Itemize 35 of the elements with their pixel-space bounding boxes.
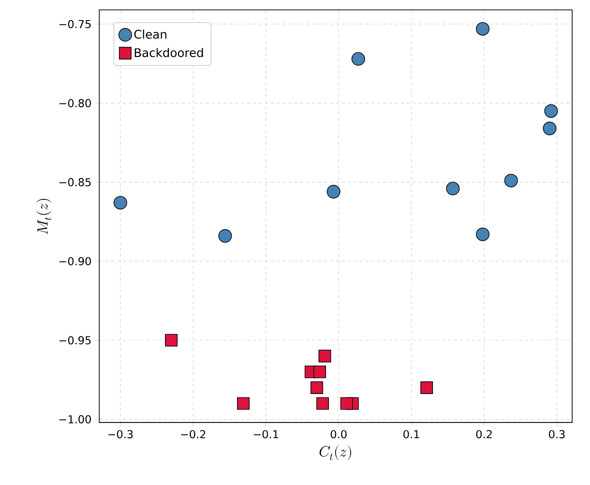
point bbox=[114, 196, 128, 210]
y-tick-label: −0.75 bbox=[59, 20, 91, 28]
y-tick-label: −1.00 bbox=[59, 415, 91, 424]
point bbox=[165, 334, 178, 347]
x-tick-label: −0.3 bbox=[108, 430, 133, 438]
point bbox=[420, 382, 433, 394]
y-tick-label: −0.95 bbox=[59, 336, 91, 344]
y-tick-label: −0.80 bbox=[59, 99, 91, 108]
point bbox=[318, 350, 332, 362]
y-tick-label: −0.90 bbox=[59, 257, 91, 266]
y-axis-title: $M_t(z)$ bbox=[36, 199, 52, 234]
point bbox=[446, 182, 460, 196]
point bbox=[504, 174, 518, 188]
point bbox=[340, 397, 353, 410]
x-tick-label: 0.1 bbox=[403, 430, 420, 438]
x-tick-label: −0.1 bbox=[254, 430, 278, 438]
point bbox=[476, 228, 490, 242]
x-axis-title: $C_t(z)$ bbox=[320, 445, 352, 460]
point bbox=[326, 184, 340, 199]
point bbox=[352, 52, 366, 66]
x-tick-label: 0.3 bbox=[548, 430, 565, 438]
y-tick-label: −0.85 bbox=[59, 178, 91, 186]
point bbox=[316, 397, 329, 410]
legend-label: Backdoored bbox=[134, 48, 203, 58]
point bbox=[310, 382, 324, 394]
x-tick-label: 0.0 bbox=[330, 430, 347, 438]
x-tick-label: 0.2 bbox=[476, 430, 492, 438]
point bbox=[544, 104, 558, 118]
legend-label: Clean bbox=[134, 30, 166, 39]
x-tick-label: −0.2 bbox=[181, 430, 206, 438]
point bbox=[237, 397, 250, 410]
point bbox=[542, 122, 556, 136]
point bbox=[218, 229, 232, 243]
point bbox=[313, 366, 326, 378]
point bbox=[476, 22, 490, 36]
